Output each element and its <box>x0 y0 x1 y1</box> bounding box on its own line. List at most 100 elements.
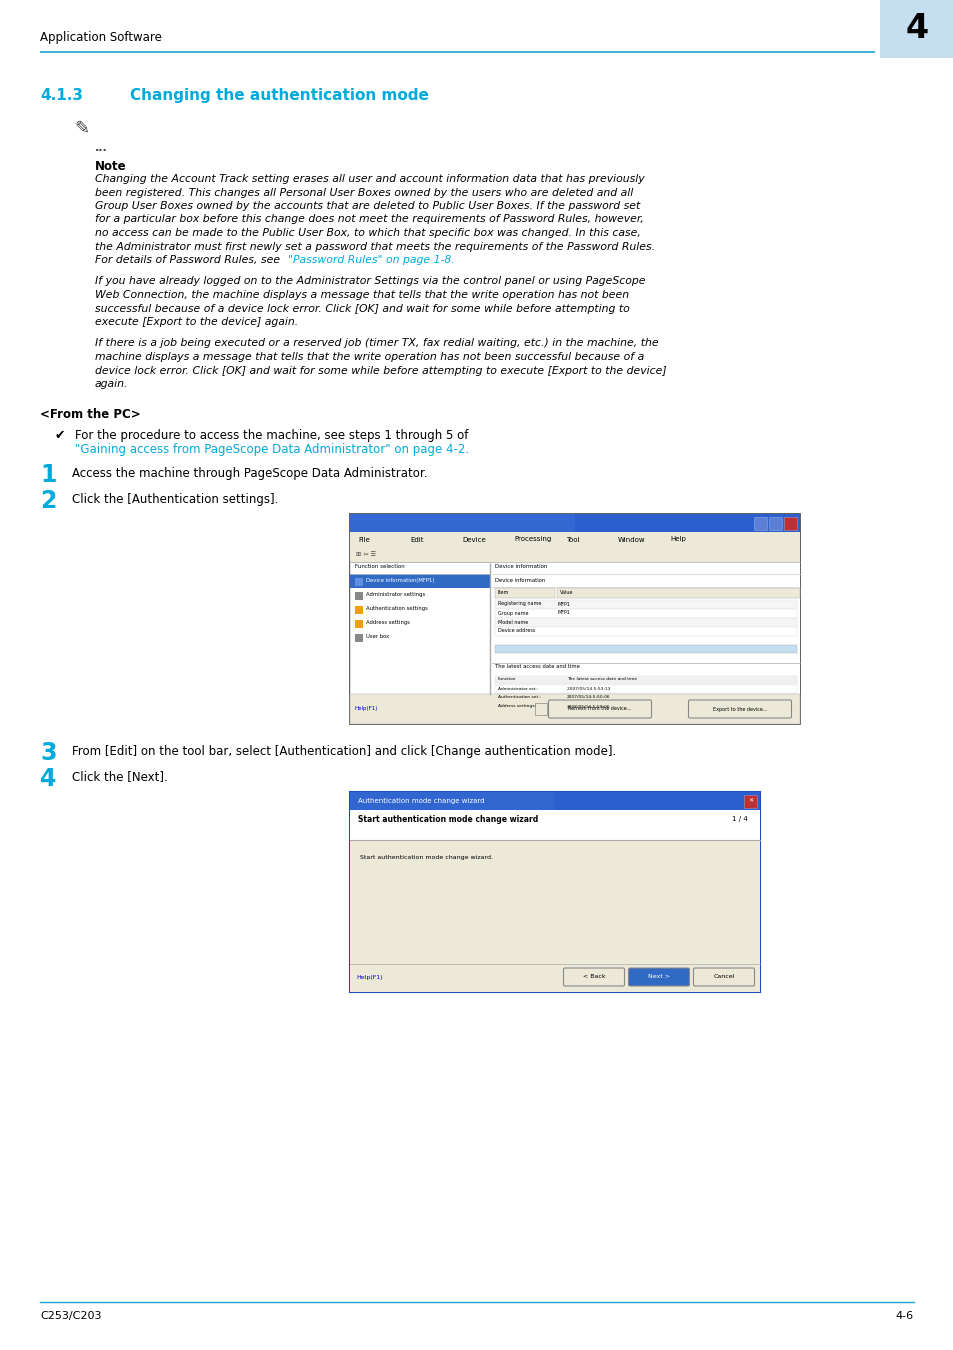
Bar <box>495 694 796 702</box>
Text: 1 / 4: 1 / 4 <box>731 815 747 822</box>
Text: Device information: Device information <box>495 578 545 582</box>
Bar <box>495 609 796 617</box>
Text: ✕: ✕ <box>747 798 752 803</box>
Text: 4: 4 <box>904 12 927 46</box>
Text: Processing: Processing <box>514 536 551 543</box>
Text: Refresh from the device...: Refresh from the device... <box>568 706 631 711</box>
Text: From [Edit] on the tool bar, select [Authentication] and click [Change authentic: From [Edit] on the tool bar, select [Aut… <box>71 745 616 759</box>
Text: 3: 3 <box>40 741 56 765</box>
Bar <box>879 0 953 58</box>
Text: Note: Note <box>95 161 127 173</box>
Bar <box>355 633 363 641</box>
FancyBboxPatch shape <box>563 968 624 986</box>
Text: The latest access date and time: The latest access date and time <box>566 678 637 682</box>
Text: Web Connection, the machine displays a message that tells that the write operati: Web Connection, the machine displays a m… <box>95 290 628 300</box>
Text: ✔: ✔ <box>55 428 66 441</box>
Text: been registered. This changes all Personal User Boxes owned by the users who are: been registered. This changes all Person… <box>95 188 633 197</box>
Bar <box>495 684 796 693</box>
Text: Edit: Edit <box>410 536 423 543</box>
Bar <box>350 964 760 991</box>
Text: Device: Device <box>461 536 485 543</box>
Text: Administrator settings: Administrator settings <box>366 593 425 597</box>
Bar <box>350 840 760 964</box>
Text: Export to the device...: Export to the device... <box>712 706 766 711</box>
Bar <box>355 606 363 613</box>
Text: MFP1: MFP1 <box>558 602 571 606</box>
Bar <box>350 574 490 587</box>
Text: MFP1: MFP1 <box>558 610 571 616</box>
Bar <box>783 517 796 529</box>
Text: Help(F1): Help(F1) <box>355 706 378 711</box>
Text: 2007/05/14 5:53:13: 2007/05/14 5:53:13 <box>566 687 610 690</box>
Text: Next >: Next > <box>647 975 669 980</box>
Text: machine displays a message that tells that the write operation has not been succ: machine displays a message that tells th… <box>95 352 643 362</box>
FancyBboxPatch shape <box>548 701 651 718</box>
Text: Access the machine through PageScope Data Administrator.: Access the machine through PageScope Dat… <box>71 467 427 481</box>
Bar <box>753 517 766 529</box>
Text: Function selection: Function selection <box>355 564 404 570</box>
Text: again.: again. <box>95 379 129 389</box>
Bar <box>355 578 363 586</box>
Text: For details of Password Rules, see: For details of Password Rules, see <box>95 255 283 265</box>
Bar <box>495 702 796 710</box>
Text: User box: User box <box>366 634 389 639</box>
Text: Start authentication mode change wizard.: Start authentication mode change wizard. <box>359 855 493 860</box>
Bar <box>355 591 363 599</box>
Text: Device information: Device information <box>495 564 547 570</box>
Bar <box>495 626 796 636</box>
Text: device lock error. Click [OK] and wait for some while before attempting to execu: device lock error. Click [OK] and wait f… <box>95 366 666 375</box>
Text: for a particular box before this change does not meet the requirements of Passwo: for a particular box before this change … <box>95 215 643 224</box>
Bar <box>350 791 760 991</box>
Text: Administrator set.:: Administrator set.: <box>497 687 538 690</box>
Text: 2: 2 <box>40 489 56 513</box>
Bar <box>495 675 796 683</box>
Text: Authentication mode change wizard: Authentication mode change wizard <box>357 798 484 803</box>
Bar <box>495 587 555 598</box>
Text: If you have already logged on to the Administrator Settings via the control pane: If you have already logged on to the Adm… <box>95 277 645 286</box>
Text: ✎: ✎ <box>74 120 90 138</box>
Bar <box>350 532 800 548</box>
Bar <box>350 513 800 532</box>
Text: For the procedure to access the machine, see steps 1 through 5 of: For the procedure to access the machine,… <box>75 428 472 441</box>
Bar <box>743 795 757 807</box>
Bar <box>495 711 796 720</box>
Text: Changing the authentication mode: Changing the authentication mode <box>130 88 429 103</box>
Text: 2007/05/14:5:50:06: 2007/05/14:5:50:06 <box>566 705 610 709</box>
Text: Changing the Account Track setting erases all user and account information data : Changing the Account Track setting erase… <box>95 174 644 184</box>
Text: the Administrator must first newly set a password that meets the requirements of: the Administrator must first newly set a… <box>95 242 655 251</box>
Text: ⊞ ⇦ ☰: ⊞ ⇦ ☰ <box>355 552 375 558</box>
Text: 4: 4 <box>40 767 56 791</box>
Text: Registering name: Registering name <box>497 602 540 606</box>
Text: < Back: < Back <box>582 975 604 980</box>
Bar <box>557 587 800 598</box>
Bar <box>350 548 800 562</box>
Bar <box>350 791 760 810</box>
Text: Address settings:: Address settings: <box>497 705 536 709</box>
Text: C253/C203: C253/C203 <box>40 1311 101 1322</box>
Bar <box>495 644 796 652</box>
Text: <From the PC>: <From the PC> <box>40 409 140 421</box>
Bar <box>535 702 546 714</box>
Bar <box>495 599 796 609</box>
Text: Application Software: Application Software <box>40 31 162 45</box>
Text: Device address: Device address <box>497 629 535 633</box>
Text: Tool: Tool <box>565 536 578 543</box>
Text: Device information(MFP1): Device information(MFP1) <box>366 578 434 583</box>
Text: successful because of a device lock error. Click [OK] and wait for some while be: successful because of a device lock erro… <box>95 304 629 313</box>
Text: Item: Item <box>497 590 509 595</box>
Bar <box>350 513 800 724</box>
Text: Help(F1): Help(F1) <box>355 975 382 980</box>
Text: Window: Window <box>618 536 645 543</box>
Bar <box>350 513 575 532</box>
Text: Group User Boxes owned by the accounts that are deleted to Public User Boxes. If: Group User Boxes owned by the accounts t… <box>95 201 639 211</box>
Text: 4-6: 4-6 <box>895 1311 913 1322</box>
FancyBboxPatch shape <box>693 968 754 986</box>
Text: Authentication set.:: Authentication set.: <box>497 695 540 699</box>
Text: Value: Value <box>559 590 573 595</box>
Text: Cancel: Cancel <box>713 975 734 980</box>
Text: "Password Rules" on page 1-8.: "Password Rules" on page 1-8. <box>288 255 455 265</box>
Text: Start authentication mode change wizard: Start authentication mode change wizard <box>357 815 537 825</box>
Text: Function: Function <box>497 678 516 682</box>
Bar <box>350 562 490 694</box>
Text: File: File <box>357 536 370 543</box>
